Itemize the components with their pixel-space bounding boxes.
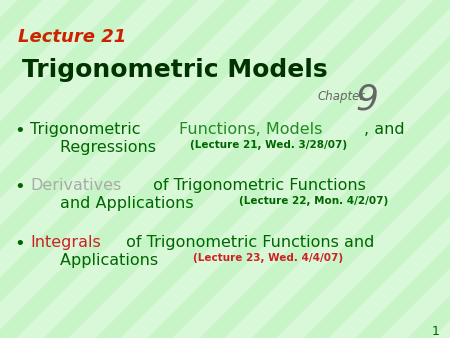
- Polygon shape: [0, 0, 226, 338]
- Text: Functions, Models: Functions, Models: [179, 122, 323, 137]
- Text: •: •: [14, 235, 25, 253]
- Text: of Trigonometric Functions and: of Trigonometric Functions and: [122, 235, 375, 250]
- Text: Applications: Applications: [60, 253, 163, 268]
- Text: Chapter: Chapter: [318, 90, 365, 103]
- Polygon shape: [16, 0, 382, 338]
- Text: Regressions: Regressions: [60, 140, 161, 155]
- Polygon shape: [0, 0, 18, 338]
- Text: (Lecture 23, Wed. 4/4/07): (Lecture 23, Wed. 4/4/07): [193, 253, 343, 263]
- Polygon shape: [0, 0, 330, 338]
- Text: •: •: [14, 178, 25, 196]
- Polygon shape: [68, 0, 434, 338]
- Polygon shape: [432, 0, 450, 338]
- Polygon shape: [0, 0, 122, 338]
- Text: Trigonometric Models: Trigonometric Models: [22, 58, 328, 82]
- Text: (Lecture 21, Wed. 3/28/07): (Lecture 21, Wed. 3/28/07): [190, 140, 347, 150]
- Polygon shape: [172, 0, 450, 338]
- Polygon shape: [224, 0, 450, 338]
- Text: Integrals: Integrals: [30, 235, 101, 250]
- Text: 1: 1: [432, 325, 440, 338]
- Text: Trigonometric: Trigonometric: [30, 122, 146, 137]
- Polygon shape: [0, 0, 174, 338]
- Text: of Trigonometric Functions: of Trigonometric Functions: [148, 178, 365, 193]
- Text: 9: 9: [355, 82, 378, 116]
- Text: (Lecture 22, Mon. 4/2/07): (Lecture 22, Mon. 4/2/07): [239, 196, 388, 206]
- Polygon shape: [0, 0, 278, 338]
- Polygon shape: [276, 0, 450, 338]
- Text: and Applications: and Applications: [60, 196, 199, 211]
- Polygon shape: [328, 0, 450, 338]
- Text: Derivatives: Derivatives: [30, 178, 121, 193]
- Text: Lecture 21: Lecture 21: [18, 28, 126, 46]
- Polygon shape: [120, 0, 450, 338]
- Polygon shape: [0, 0, 70, 338]
- Text: , and: , and: [364, 122, 405, 137]
- Polygon shape: [380, 0, 450, 338]
- Text: •: •: [14, 122, 25, 140]
